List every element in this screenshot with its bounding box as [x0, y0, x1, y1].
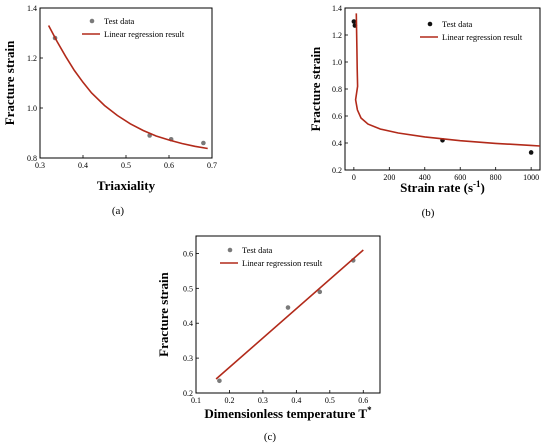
panel-caption: (a): [112, 205, 125, 217]
y-tick-label: 0.6: [183, 249, 193, 258]
x-tick-label: 0.7: [207, 161, 217, 170]
y-tick-label: 1.0: [332, 58, 342, 67]
legend: Test data Linear regression result: [420, 19, 523, 42]
y-tick-label: 0.8: [27, 154, 37, 163]
y-tick-label: 0.5: [183, 284, 193, 293]
data-point: [528, 150, 534, 155]
x-axis-label: Dimensionless temperature T*: [204, 405, 372, 421]
data-point: [351, 19, 357, 24]
regression-line: [215, 249, 364, 380]
y-tick-label: 0.6: [332, 112, 342, 121]
x-tick-label: 200: [383, 173, 395, 182]
legend-label-test-data: Test data: [242, 245, 273, 255]
legend-label-test-data: Test data: [104, 16, 135, 26]
x-tick-label: 0.3: [258, 396, 268, 405]
legend-label-regression: Linear regression result: [242, 258, 323, 268]
chart-panel-a: 0.3 0.4 0.5 0.6 0.7 0.8 1.0 1.2 1.4 Test data Line…: [2, 4, 217, 217]
y-tick-label: 0.2: [332, 166, 342, 175]
x-axis-label: Triaxiality: [97, 178, 156, 193]
x-tick-label: 0: [352, 173, 356, 182]
legend: Test data Linear regression result: [220, 245, 323, 268]
x-axis-label: Strain rate (s-1): [400, 179, 485, 195]
y-tick-label: 0.4: [183, 319, 193, 328]
y-tick-label: 0.8: [332, 85, 342, 94]
x-tick-label: 0.2: [224, 396, 234, 405]
x-tick-label: 0.4: [78, 161, 88, 170]
y-tick-label: 1.0: [27, 104, 37, 113]
y-tick-label: 0.2: [183, 389, 193, 398]
legend-marker-test-data: [227, 247, 233, 253]
y-tick-label: 1.2: [332, 31, 342, 40]
y-tick-label: 1.2: [27, 54, 37, 63]
x-tick-label: 0.5: [121, 161, 131, 170]
legend-marker-test-data: [89, 18, 95, 24]
x-tick-label: 400: [419, 173, 431, 182]
x-tick-label: 800: [490, 173, 502, 182]
x-tick-label: 0.5: [325, 396, 335, 405]
x-tick-label: 0.6: [164, 161, 174, 170]
plot-frame: [195, 235, 381, 394]
data-point: [285, 305, 291, 310]
legend-label-regression: Linear regression result: [442, 32, 523, 42]
x-tick-label: 600: [454, 173, 466, 182]
x-tick-label: 0.1: [191, 396, 201, 405]
panel-caption: (b): [422, 207, 435, 219]
legend-marker-test-data: [427, 21, 433, 27]
x-tick-label: 0.3: [35, 161, 45, 170]
y-axis-label: Fracture strain: [2, 40, 17, 125]
data-point: [317, 289, 323, 295]
x-tick-label: 0.4: [291, 396, 301, 405]
legend-label-regression: Linear regression result: [104, 29, 185, 39]
chart-panel-b: 0 200 400 600 800 1000 0.2 0.4 0.6 0.8 1.0 1.2 1.4 Te…: [308, 4, 541, 219]
y-tick-label: 1.4: [27, 4, 37, 13]
chart-panel-c: 0.1 0.2 0.3 0.4 0.5 0.60.20.30.40.50.6 Test da…: [156, 235, 381, 443]
y-tick-label: 1.4: [332, 4, 342, 13]
data-point: [201, 140, 206, 146]
data-point: [217, 378, 222, 384]
y-tick-label: 0.3: [183, 354, 193, 363]
x-tick-label: 0.6: [358, 396, 368, 405]
regression-line: [354, 13, 541, 147]
y-axis-label: Fracture strain: [156, 271, 171, 356]
legend: Test data Linear regression result: [82, 16, 185, 39]
legend-label-test-data: Test data: [442, 19, 473, 29]
regression-line: [47, 25, 208, 150]
x-tick-label: 1000: [523, 173, 539, 182]
y-tick-label: 0.4: [332, 139, 342, 148]
panel-caption: (c): [264, 431, 277, 443]
y-axis-label: Fracture strain: [308, 46, 323, 131]
